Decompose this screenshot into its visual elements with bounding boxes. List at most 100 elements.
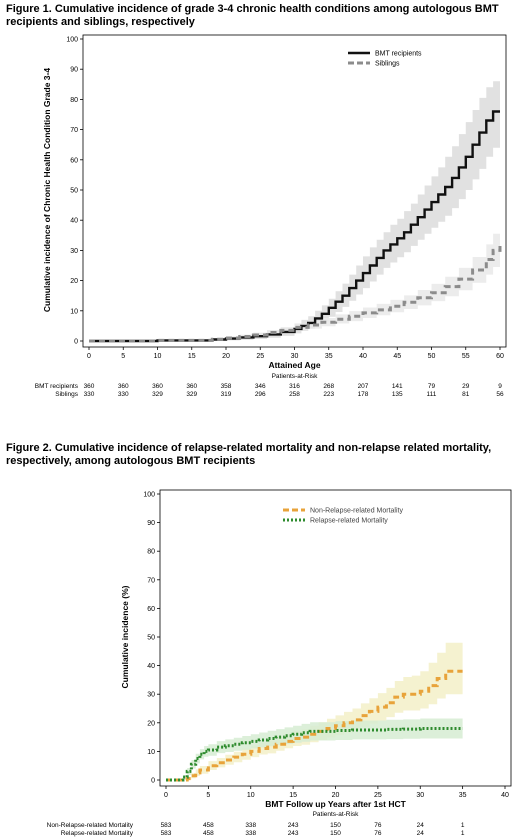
fig2-risk-value: 338 [245, 830, 256, 837]
fig1-risk-value: 9 [498, 383, 502, 390]
fig1-series-line-1 [89, 110, 500, 343]
fig1-xtick-label: 60 [496, 353, 504, 360]
fig2-xtick-label: 20 [332, 792, 340, 799]
fig1-x-axis-label: Attained Age [268, 360, 320, 370]
fig1-risk-value: 360 [186, 383, 197, 390]
fig2-series-line-1 [166, 669, 463, 782]
fig1-risk-value: 360 [84, 383, 95, 390]
fig1-risk-value: 258 [289, 391, 300, 398]
fig2-xtick-label: 10 [247, 792, 255, 799]
figure1-title: Figure 1. Cumulative incidence of grade … [6, 3, 499, 28]
fig1-ytick-label: 40 [70, 218, 78, 225]
fig1-xtick-label: 10 [154, 353, 162, 360]
fig2-risk-value: 243 [288, 822, 299, 829]
fig2-xtick-label: 0 [164, 792, 168, 799]
fig2-risk-value: 243 [288, 830, 299, 837]
fig1-legend-label-1: BMT recipients [375, 51, 422, 58]
figure2-title: Figure 2. Cumulative incidence of relaps… [6, 442, 492, 467]
fig1-risk-value: 268 [323, 383, 334, 390]
fig2-ytick-label: 70 [147, 577, 155, 584]
fig2-risk-value: 583 [161, 822, 172, 829]
fig1-xtick-label: 20 [222, 353, 230, 360]
fig2-risk-value: 1 [461, 822, 465, 829]
fig2-ytick-label: 10 [147, 749, 155, 756]
fig1-risk-value: 319 [221, 391, 232, 398]
fig1-risk-value: 56 [496, 391, 504, 398]
fig1-risk-value: 330 [118, 391, 129, 398]
fig1-risk-value: 111 [427, 391, 437, 398]
fig1-ci-band-1 [89, 81, 500, 342]
fig2-x-axis-label: BMT Follow up Years after 1st HCT [265, 799, 406, 809]
fig1-xtick-label: 40 [359, 353, 367, 360]
fig1-risk-value: 316 [289, 383, 300, 390]
fig1-risk-table-title: Patients-at-Risk [272, 373, 319, 380]
fig1-risk-value: 178 [358, 391, 369, 398]
fig2-xtick-label: 25 [374, 792, 382, 799]
fig2-xtick-label: 30 [416, 792, 424, 799]
fig2-xtick-label: 5 [206, 792, 210, 799]
fig1-risk-row-label: Siblings [55, 391, 79, 398]
fig1-risk-value: 223 [323, 391, 334, 398]
fig1-risk-value: 346 [255, 383, 266, 390]
fig1-ytick-label: 0 [74, 339, 78, 346]
fig1-risk-value: 207 [358, 383, 369, 390]
fig2-risk-value: 1 [461, 830, 465, 837]
fig1-xtick-label: 0 [87, 353, 91, 360]
fig2-risk-value: 76 [374, 830, 382, 837]
fig1-risk-value: 329 [186, 391, 197, 398]
fig1-risk-row-label: BMT recipients [35, 383, 79, 390]
fig2-risk-value: 24 [417, 830, 425, 837]
fig2-risk-value: 458 [203, 830, 214, 837]
fig2-ytick-label: 20 [147, 720, 155, 727]
fig2-risk-table-title: Patients-at-Risk [313, 811, 360, 818]
fig1-ytick-label: 10 [70, 308, 78, 315]
fig2-series-line-2 [166, 727, 463, 782]
fig2-ytick-label: 40 [147, 663, 155, 670]
fig2-risk-value: 458 [203, 822, 214, 829]
fig1-risk-value: 330 [84, 391, 95, 398]
fig1-xtick-label: 45 [393, 353, 401, 360]
fig1-risk-value: 135 [392, 391, 403, 398]
fig2-risk-value: 150 [330, 822, 341, 829]
fig1-ci-band-2 [89, 226, 500, 341]
fig2-ytick-label: 0 [151, 778, 155, 785]
fig1-ytick-label: 90 [70, 67, 78, 74]
fig2-legend-label-2: Relapse-related Mortality [310, 518, 388, 525]
fig1-ytick-label: 80 [70, 97, 78, 104]
fig2-risk-row-label: Non-Relapse-related Mortality [47, 822, 134, 829]
fig2-risk-row-label: Relapse-related Mortality [61, 830, 134, 837]
fig1-risk-value: 141 [392, 383, 403, 390]
fig1-ytick-label: 60 [70, 157, 78, 164]
fig2-ytick-label: 50 [147, 635, 155, 642]
fig1-ytick-label: 70 [70, 127, 78, 134]
fig2-ytick-label: 80 [147, 549, 155, 556]
fig1-xtick-label: 15 [188, 353, 196, 360]
fig1-y-axis-label: Cumulative incidence of Chronic Health C… [42, 68, 52, 312]
fig2-ytick-label: 90 [147, 520, 155, 527]
fig2-ytick-label: 100 [143, 492, 155, 499]
fig1-ytick-label: 30 [70, 248, 78, 255]
fig2-xtick-label: 15 [289, 792, 297, 799]
fig1-xtick-label: 30 [291, 353, 299, 360]
fig2-ci-band-2 [166, 718, 463, 780]
fig1-risk-value: 29 [462, 383, 470, 390]
fig1-xtick-label: 25 [256, 353, 264, 360]
fig1-legend-label-2: Siblings [375, 61, 400, 68]
fig1-risk-value: 81 [462, 391, 470, 398]
fig2-ytick-label: 30 [147, 692, 155, 699]
fig1-risk-value: 329 [152, 391, 163, 398]
fig1-risk-value: 79 [428, 383, 436, 390]
fig2-xtick-label: 40 [501, 792, 509, 799]
fig1-xtick-label: 5 [121, 353, 125, 360]
fig2-ytick-label: 60 [147, 606, 155, 613]
fig2-risk-value: 76 [374, 822, 382, 829]
fig2-ci-band-1 [166, 642, 463, 780]
fig2-y-axis-label: Cumulative incidence (%) [120, 585, 130, 688]
fig1-xtick-label: 35 [325, 353, 333, 360]
fig1-xtick-label: 55 [462, 353, 470, 360]
fig1-risk-value: 296 [255, 391, 266, 398]
fig2-risk-value: 583 [161, 830, 172, 837]
fig2-plot-frame [159, 489, 512, 787]
fig1-ytick-label: 20 [70, 278, 78, 285]
fig2-risk-value: 338 [245, 822, 256, 829]
